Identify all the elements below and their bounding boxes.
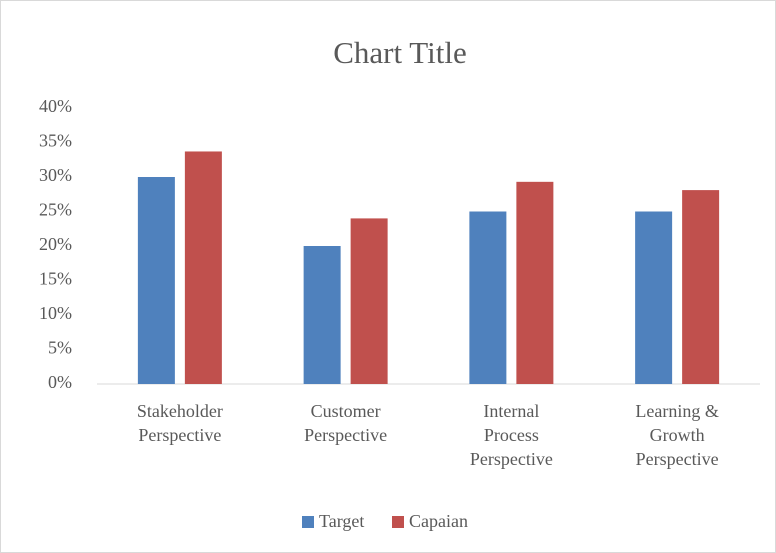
bar bbox=[137, 177, 175, 384]
x-tick-label: Stakeholder Perspective bbox=[137, 401, 223, 445]
y-tick-label: 25% bbox=[39, 200, 72, 220]
x-tick-label: Internal Process Perspective bbox=[470, 401, 553, 469]
bar bbox=[635, 211, 673, 384]
chart-title: Chart Title bbox=[333, 35, 467, 70]
y-tick-label: 20% bbox=[39, 234, 72, 254]
bar bbox=[303, 246, 341, 384]
y-tick-label: 10% bbox=[39, 303, 72, 323]
y-tick-label: 35% bbox=[39, 131, 72, 151]
x-tick-label: Learning & Growth Perspective bbox=[635, 401, 718, 469]
bar bbox=[184, 151, 222, 384]
y-tick-label: 30% bbox=[39, 165, 72, 185]
y-tick-label: 15% bbox=[39, 269, 72, 289]
legend-label: Capaian bbox=[409, 511, 468, 531]
legend-swatch bbox=[392, 516, 404, 528]
y-tick-label: 0% bbox=[48, 372, 72, 392]
bar bbox=[682, 190, 720, 384]
legend-label: Target bbox=[319, 511, 364, 531]
legend-swatch bbox=[302, 516, 314, 528]
bar bbox=[350, 218, 388, 384]
y-tick-label: 5% bbox=[48, 338, 72, 358]
x-tick-label: Customer Perspective bbox=[304, 401, 387, 445]
y-tick-label: 40% bbox=[39, 96, 72, 116]
bar bbox=[469, 211, 507, 384]
bar bbox=[516, 181, 554, 384]
